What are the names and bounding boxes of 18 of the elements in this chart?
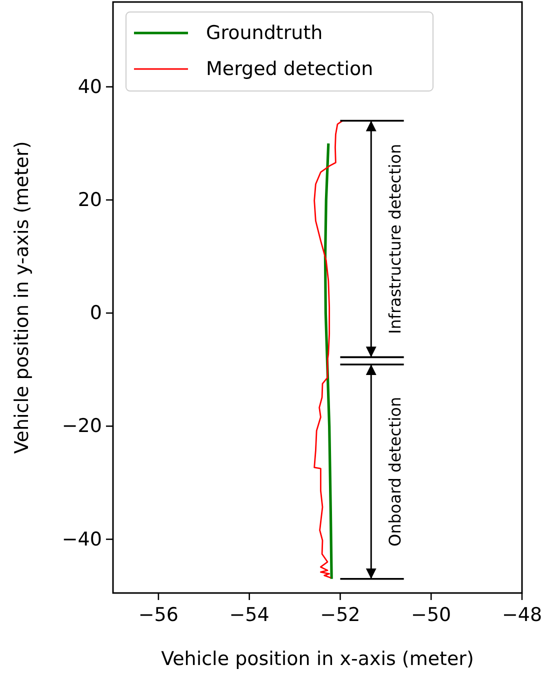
line-series bbox=[314, 120, 344, 578]
y-tick-label: 0 bbox=[90, 302, 102, 324]
legend-label: Groundtruth bbox=[206, 22, 323, 44]
x-tick-label: −52 bbox=[320, 604, 360, 626]
x-tick-label: −56 bbox=[138, 604, 178, 626]
x-tick-label: −48 bbox=[502, 604, 542, 626]
y-tick-label: −20 bbox=[62, 415, 102, 438]
y-tick-label: 20 bbox=[78, 188, 102, 211]
line-series bbox=[324, 142, 333, 580]
x-axis-title: Vehicle position in x-axis (meter) bbox=[161, 648, 474, 670]
legend-label: Merged detection bbox=[206, 58, 374, 80]
y-axis-title: Vehicle position in y-axis (meter) bbox=[11, 141, 33, 454]
annotation: Infrastructure detection bbox=[385, 144, 404, 334]
annotation: Onboard detection bbox=[385, 396, 404, 546]
y-tick-label: −40 bbox=[62, 528, 102, 550]
y-tick-label: 40 bbox=[78, 76, 102, 98]
x-tick-label: −50 bbox=[411, 604, 452, 626]
x-tick-label: −54 bbox=[229, 604, 270, 626]
